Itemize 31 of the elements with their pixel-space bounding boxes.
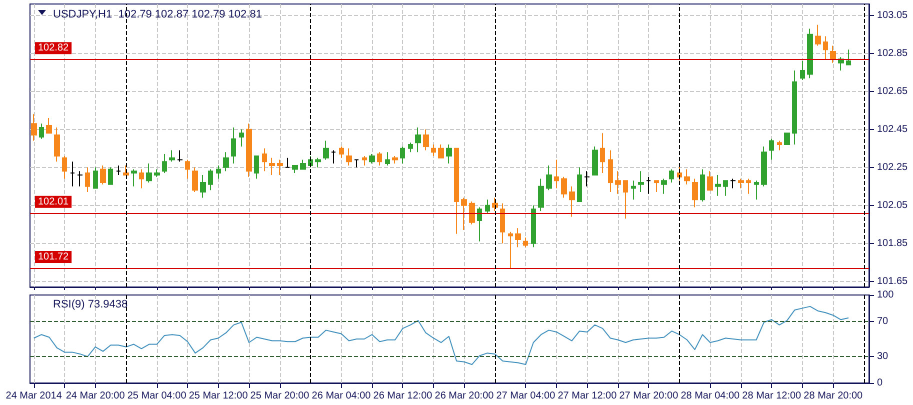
- y-tick-label: 102.85: [877, 48, 908, 59]
- ref-line-label: 102.82: [38, 42, 70, 54]
- y-tick-label: 102.45: [877, 124, 908, 135]
- x-tick-label: 25 Mar 20:00: [250, 390, 310, 402]
- y-tick-label: 102.05: [877, 200, 908, 211]
- x-tick-label: 24 Mar 2014: [6, 390, 62, 402]
- x-tick-label: 25 Mar 12:00: [188, 390, 248, 402]
- ref-line-label: 102.01: [38, 196, 70, 208]
- y-tick-label: 70: [877, 316, 889, 327]
- y-tick-label: 101.85: [877, 238, 908, 249]
- x-tick-label: 24 Mar 20:00: [66, 390, 126, 402]
- y-tick-label: 102.65: [877, 86, 908, 97]
- x-tick-label: 28 Mar 04:00: [680, 390, 740, 402]
- x-tick-label: 27 Mar 04:00: [496, 390, 556, 402]
- y-tick-label: 102.25: [877, 162, 908, 173]
- y-tick-label: 0: [877, 378, 883, 388]
- x-tick-label: 26 Mar 04:00: [312, 390, 372, 402]
- x-tick-label: 26 Mar 12:00: [373, 390, 433, 402]
- y-tick-label: 103.05: [877, 10, 908, 21]
- y-tick-label: 100: [877, 290, 894, 300]
- y-tick-label: 101.65: [877, 276, 908, 287]
- ref-line-label: 101.72: [38, 252, 70, 263]
- x-tick-label: 26 Mar 20:00: [434, 390, 494, 402]
- x-tick-label: 25 Mar 04:00: [127, 390, 187, 402]
- x-tick-label: 27 Mar 12:00: [558, 390, 618, 402]
- chart-title: RSI(9) 73.9438: [53, 298, 128, 310]
- x-tick-label: 28 Mar 20:00: [804, 390, 864, 402]
- x-tick-label: 28 Mar 12:00: [742, 390, 802, 402]
- y-tick-label: 30: [877, 351, 889, 362]
- chart-title: USDJPY,H1 102.79 102.87 102.79 102.81: [53, 8, 262, 20]
- x-tick-label: 27 Mar 20:00: [619, 390, 679, 402]
